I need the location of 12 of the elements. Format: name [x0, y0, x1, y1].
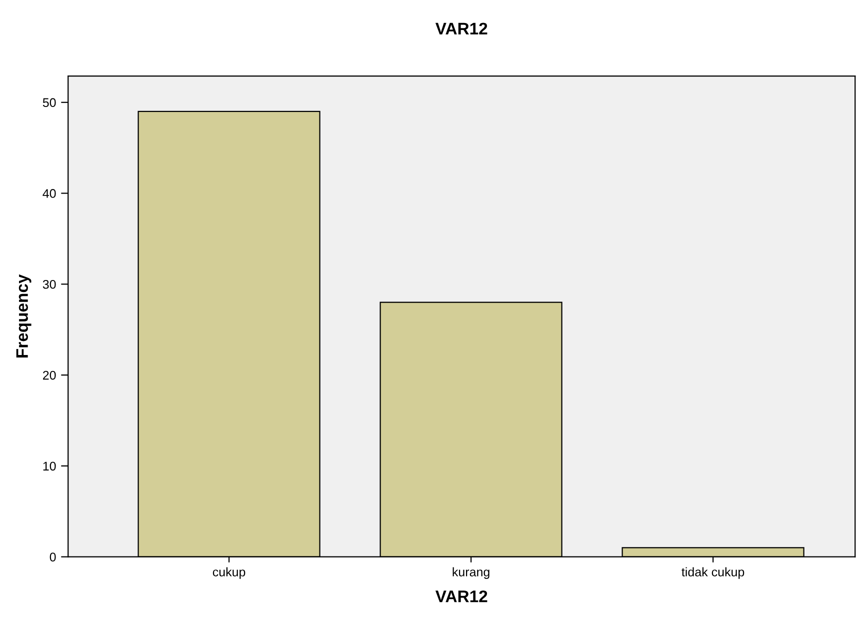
y-tick-label: 40 [42, 189, 56, 198]
y-tick-label: 10 [43, 462, 56, 471]
y-axis-title: Frequency [16, 274, 32, 358]
y-tick-label: 50 [42, 98, 56, 108]
x-tick-label: kurang [452, 567, 490, 579]
y-tick-label: 20 [43, 370, 56, 380]
chart-title: VAR12 [435, 22, 488, 34]
y-tick-label: 30 [42, 280, 56, 289]
x-tick-label: tidak cukup [682, 567, 744, 579]
x-axis-title: VAR12 [435, 590, 488, 602]
y-tick-label: 0 [50, 552, 56, 562]
x-tick-label: cukup [212, 567, 246, 579]
